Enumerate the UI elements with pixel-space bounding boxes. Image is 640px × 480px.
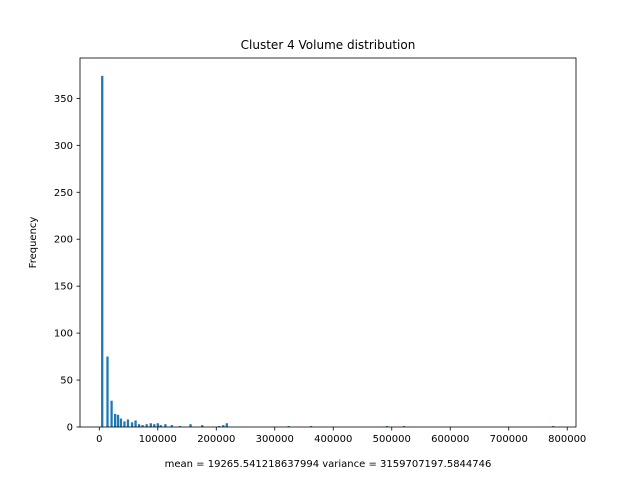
histogram-bar bbox=[552, 426, 555, 427]
histogram-bar bbox=[225, 423, 228, 427]
histogram-bar bbox=[137, 424, 141, 427]
histogram-bar bbox=[156, 423, 159, 427]
y-tick-label: 350 bbox=[54, 94, 73, 105]
histogram-bar bbox=[164, 424, 167, 427]
histogram-bar bbox=[385, 426, 389, 427]
histogram-bar bbox=[170, 425, 173, 427]
histogram-bar bbox=[201, 425, 204, 427]
x-tick-label: 600000 bbox=[431, 434, 469, 445]
x-tick-label: 0 bbox=[96, 434, 102, 445]
axes-frame bbox=[79, 57, 577, 428]
histogram-bar bbox=[110, 400, 113, 427]
bars-layer bbox=[101, 75, 555, 427]
histogram-bar bbox=[119, 418, 123, 427]
histogram-bar bbox=[178, 426, 182, 427]
y-tick-label: 250 bbox=[54, 188, 73, 199]
histogram-bar bbox=[402, 426, 406, 427]
histogram-bar bbox=[189, 424, 192, 427]
x-tick-label: 500000 bbox=[373, 434, 411, 445]
y-tick-label: 0 bbox=[67, 423, 73, 434]
histogram-bar bbox=[106, 356, 109, 427]
histogram-bar bbox=[309, 426, 313, 427]
y-tick-label: 50 bbox=[60, 376, 73, 387]
y-tick-label: 300 bbox=[54, 141, 73, 152]
x-tick-label: 300000 bbox=[256, 434, 294, 445]
histogram-bar bbox=[113, 413, 117, 427]
histogram-bar bbox=[287, 426, 290, 427]
x-tick-label: 100000 bbox=[139, 434, 177, 445]
x-axis-label: mean = 19265.541218637994 variance = 315… bbox=[165, 459, 492, 470]
x-tick-label: 200000 bbox=[197, 434, 235, 445]
x-tick-label: 400000 bbox=[314, 434, 352, 445]
histogram-bar bbox=[218, 426, 221, 427]
chart-title: Cluster 4 Volume distribution bbox=[241, 38, 416, 52]
histogram-bar bbox=[126, 419, 130, 427]
y-tick-label: 150 bbox=[54, 282, 73, 293]
x-axis-ticks: 0 100000 200000 300000 400000 500000 600000 700… bbox=[96, 427, 586, 445]
histogram-bar bbox=[153, 424, 156, 427]
histogram-bar bbox=[149, 423, 152, 427]
y-tick-label: 200 bbox=[54, 235, 73, 246]
histogram-bar bbox=[222, 425, 225, 427]
y-axis-ticks: 0 50 100 150 200 250 300 350 bbox=[54, 94, 80, 434]
histogram-bar bbox=[159, 425, 162, 427]
histogram-bar bbox=[145, 424, 148, 427]
x-tick-label: 700000 bbox=[490, 434, 528, 445]
y-tick-label: 100 bbox=[54, 329, 73, 340]
histogram-bar bbox=[141, 425, 144, 427]
histogram-bar bbox=[116, 414, 120, 427]
histogram-bar bbox=[130, 422, 134, 427]
histogram-bar bbox=[123, 421, 126, 427]
histogram-bar bbox=[101, 75, 104, 427]
y-axis-label: Frequency bbox=[28, 217, 39, 269]
histogram-bar bbox=[134, 420, 137, 427]
x-tick-label: 800000 bbox=[548, 434, 586, 445]
